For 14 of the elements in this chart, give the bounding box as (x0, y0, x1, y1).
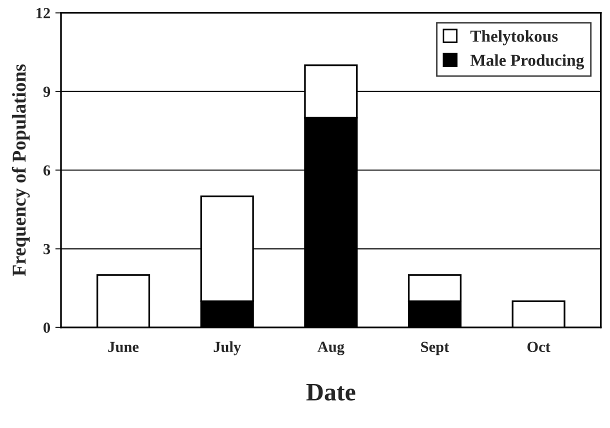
x-axis-title: Date (306, 384, 356, 401)
y-tick-label: 9 (43, 86, 50, 97)
y-tick-label: 3 (44, 244, 50, 254)
y-axis-title: Frequency of Populations (12, 64, 30, 276)
x-tick-label: Aug (317, 342, 344, 356)
y-tick-label: 0 (44, 322, 50, 333)
x-tick-label: July (214, 341, 241, 356)
x-tick-label: Oct (527, 342, 550, 352)
legend-label: Male Producing (470, 54, 584, 70)
y-tick-label: 12 (36, 8, 50, 18)
x-tick-label: Sept (421, 342, 450, 356)
y-tick-label: 6 (43, 165, 50, 176)
legend-label: Thelytokous (470, 30, 558, 46)
x-tick-label: June (108, 342, 139, 352)
